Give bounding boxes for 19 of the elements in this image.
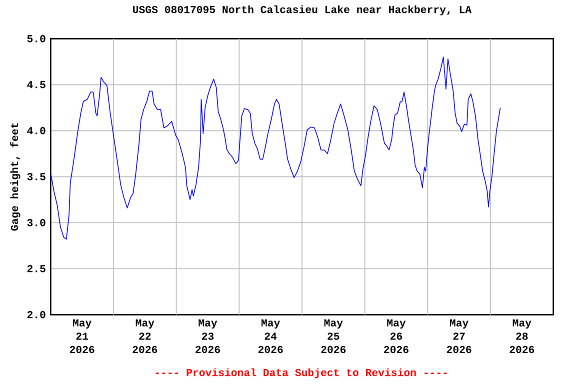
x-tick-label: May 28 2026 (510, 319, 534, 354)
chart-title: USGS 08017095 North Calcasieu Lake near Hackberry, LA (133, 5, 472, 16)
x-tick-label: May 22 2026 (132, 319, 158, 354)
y-tick-label: 2.0 (27, 311, 46, 318)
x-tick-label: May 25 2026 (321, 319, 346, 354)
x-tick-label: May 23 2026 (196, 319, 220, 354)
line-series (50, 56, 501, 240)
y-tick-label: 3.0 (27, 219, 46, 226)
x-tick-label: May 27 2026 (446, 319, 472, 354)
x-tick-label: May 26 2026 (384, 319, 408, 354)
y-tick-label: 4.5 (27, 81, 46, 88)
x-tick-label: May 21 2026 (70, 319, 94, 354)
y-tick-label: 4.0 (27, 127, 46, 134)
y-axis-title: Gage height, feet (10, 123, 20, 231)
text: ---- Provisional Data Subject to Revision ---- (156, 368, 447, 378)
y-tick-label: 3.5 (27, 173, 46, 180)
x-tick-label: May 24 2026 (258, 319, 283, 354)
y-tick-label: 2.5 (27, 265, 46, 272)
y-tick-label: 5.0 (27, 35, 46, 42)
